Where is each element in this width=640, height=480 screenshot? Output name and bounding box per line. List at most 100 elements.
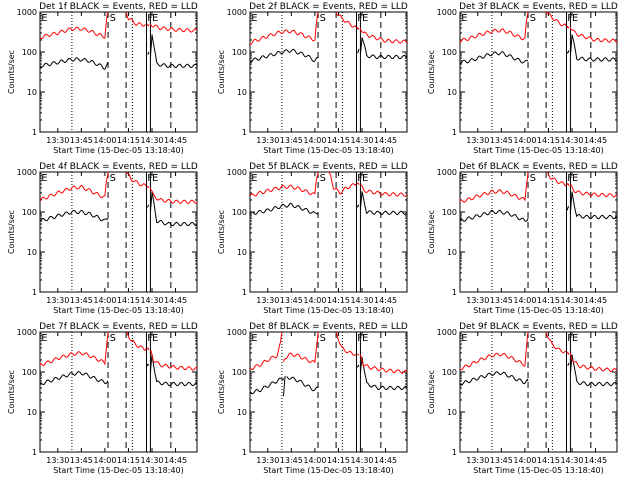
marker-flag: F: [567, 13, 573, 24]
plot-data: [40, 172, 197, 227]
marker-flag: E: [461, 333, 467, 344]
y-tick-label: 10: [237, 88, 247, 97]
y-tick-label: 100: [22, 48, 37, 57]
y-tick-label: 10: [27, 408, 37, 417]
events-series-line: [149, 34, 197, 69]
x-axis-label: Start Time (15-Dec-05 13:18:40): [53, 466, 184, 475]
lld-series-line: [149, 23, 197, 33]
plot-data: [40, 332, 197, 387]
y-tick-label: 100: [232, 208, 247, 217]
x-tick-label: 14:45: [374, 296, 397, 305]
x-tick-label: 14:30: [350, 296, 373, 305]
x-tick-label: 14:15: [117, 136, 140, 145]
y-axis-label: Counts/sec: [7, 50, 16, 94]
x-tick-label: 14:00: [93, 296, 116, 305]
marker-flag: E: [461, 173, 467, 184]
lld-series-line: [460, 332, 529, 371]
x-tick-label: 13:30: [46, 456, 69, 465]
marker-flag: E: [362, 13, 368, 24]
panel-det-1: Det 1f BLACK = Events, RED = LLD 1 10 100 10…: [7, 2, 198, 155]
x-tick-label: 14:45: [584, 136, 607, 145]
x-tick-label: 14:45: [374, 136, 397, 145]
x-tick-label: 13:45: [490, 296, 513, 305]
x-tick-label: 13:30: [466, 296, 489, 305]
x-tick-label: 14:00: [303, 296, 326, 305]
lld-series-line: [569, 26, 617, 44]
marker-flag: S: [320, 173, 326, 184]
lld-series-line: [146, 23, 150, 27]
lld-series-line: [460, 12, 529, 43]
y-axis-label: Counts/sec: [427, 210, 436, 254]
x-tick-label: 14:30: [350, 136, 373, 145]
marker-flag: S: [110, 13, 116, 24]
lld-series-line: [250, 12, 319, 45]
x-axis-label: Start Time (15-Dec-05 13:18:40): [263, 466, 394, 475]
panel-det-8: Det 8f BLACK = Events, RED = LLD 1 10 100 10…: [217, 322, 408, 475]
events-series-line: [40, 209, 109, 222]
x-tick-label: 13:45: [70, 456, 93, 465]
y-tick-label: 1: [32, 288, 37, 297]
lld-series-line: [146, 347, 150, 351]
y-tick-label: 100: [442, 368, 457, 377]
plot-data: [250, 172, 407, 216]
marker-flag: E: [461, 13, 467, 24]
x-axis-label: Start Time (15-Dec-05 13:18:40): [473, 306, 604, 315]
marker-flag: E: [251, 333, 257, 344]
marker-flag: E: [152, 333, 158, 344]
lld-series-line: [357, 353, 360, 356]
lld-series-line: [146, 185, 150, 189]
x-tick-label: 13:45: [280, 456, 303, 465]
y-tick-label: 1000: [437, 168, 457, 177]
y-tick-label: 1000: [437, 328, 457, 337]
plot-frame: [39, 171, 198, 293]
panel-det-9: Det 9f BLACK = Events, RED = LLD 1 10 100 10…: [427, 322, 618, 475]
y-axis-label: Counts/sec: [427, 50, 436, 94]
marker-flag: F: [567, 173, 573, 184]
x-tick-label: 13:30: [256, 456, 279, 465]
events-series-line: [146, 363, 150, 367]
x-tick-label: 14:00: [513, 296, 536, 305]
marker-flag: F: [567, 333, 573, 344]
y-axis-label: Counts/sec: [7, 370, 16, 414]
plot-frame: [39, 11, 198, 133]
x-tick-label: 14:15: [117, 296, 140, 305]
x-axis-label: Start Time (15-Dec-05 13:18:40): [473, 466, 604, 475]
marker-flag: S: [110, 333, 116, 344]
events-series-line: [569, 191, 617, 220]
x-tick-label: 14:30: [350, 456, 373, 465]
events-series-line: [359, 37, 407, 60]
x-tick-label: 14:00: [513, 136, 536, 145]
y-tick-label: 100: [22, 208, 37, 217]
x-axis-label: Start Time (15-Dec-05 13:18:40): [53, 306, 184, 315]
lld-series-line: [283, 332, 319, 364]
panel-title: Det 5f BLACK = Events, RED = LLD: [249, 162, 408, 172]
events-series-line: [149, 191, 197, 227]
lld-series-line: [126, 332, 147, 351]
y-tick-label: 1: [242, 448, 247, 457]
x-tick-label: 13:30: [46, 296, 69, 305]
x-tick-label: 13:45: [70, 136, 93, 145]
y-tick-label: 100: [442, 208, 457, 217]
x-tick-label: 14:00: [303, 456, 326, 465]
marker-flag: S: [530, 333, 536, 344]
x-tick-label: 13:30: [466, 136, 489, 145]
y-tick-label: 1: [242, 128, 247, 137]
lld-series-line: [40, 12, 109, 40]
y-tick-label: 10: [447, 408, 457, 417]
marker-flag: S: [320, 13, 326, 24]
plot-frame: [249, 171, 408, 293]
plot-frame: [459, 331, 618, 453]
x-tick-label: 14:15: [117, 456, 140, 465]
y-axis-label: Counts/sec: [217, 370, 226, 414]
panel-title: Det 4f BLACK = Events, RED = LLD: [39, 162, 198, 172]
marker-flag: S: [530, 13, 536, 24]
marker-flag: E: [41, 13, 47, 24]
events-series-line: [569, 354, 617, 387]
y-tick-label: 100: [232, 368, 247, 377]
x-tick-label: 13:30: [466, 456, 489, 465]
events-series-line: [359, 357, 407, 391]
marker-flag: E: [362, 333, 368, 344]
marker-flag: F: [357, 13, 363, 24]
events-series-line: [250, 48, 319, 63]
